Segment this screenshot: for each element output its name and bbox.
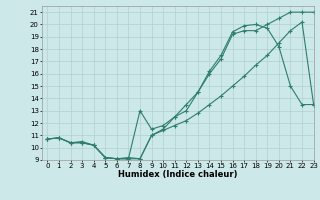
X-axis label: Humidex (Indice chaleur): Humidex (Indice chaleur)	[118, 170, 237, 179]
